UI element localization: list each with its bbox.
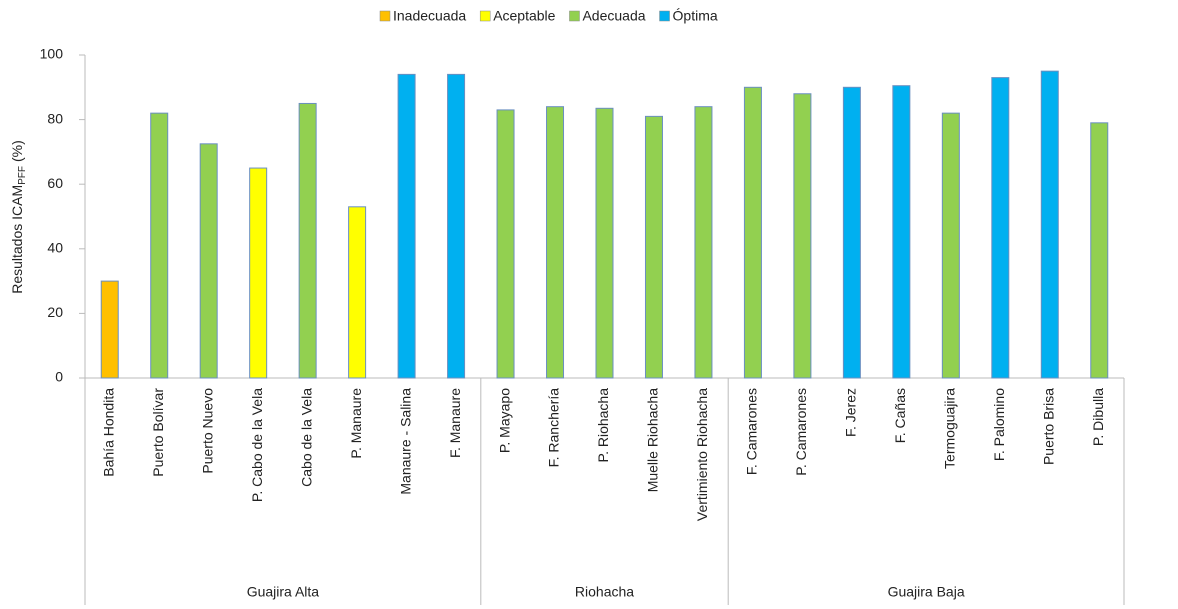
x-tick-label: Bahía Hondita [100, 388, 116, 477]
bar [298, 102, 317, 379]
bar [842, 86, 861, 379]
x-tick-label: Muelle Riohacha [645, 388, 661, 492]
y-tick-label: 40 [47, 240, 63, 256]
x-tick-label: F. Jerez [843, 388, 859, 437]
x-tick-label: P. Mayapo [496, 388, 512, 453]
bar [941, 112, 960, 379]
y-label-sub: PFF [17, 166, 28, 185]
legend-swatch [379, 10, 391, 22]
y-label-unit: (%) [9, 140, 25, 162]
group-label: Riohacha [575, 584, 634, 600]
bar [1090, 122, 1109, 379]
x-tick-label: P. Riohacha [595, 388, 611, 463]
y-tick-label: 20 [47, 304, 63, 320]
x-tick-label: Vertimiento Riohacha [694, 388, 710, 521]
bar [150, 112, 169, 379]
x-tick-label: P. Dibulla [1090, 388, 1106, 446]
legend-label: Adecuada [582, 8, 645, 24]
bar [991, 77, 1010, 379]
legend-label: Óptima [673, 8, 718, 24]
bar [397, 73, 416, 379]
bar [644, 115, 663, 379]
x-tick-label: Manaure - Salina [397, 388, 413, 495]
bar [199, 143, 218, 379]
bar [694, 106, 713, 379]
x-tick-label: Termoguajira [942, 388, 958, 469]
y-tick-label: 100 [40, 46, 64, 62]
x-tick-label: P. Manaure [348, 388, 364, 459]
x-tick-label: F. Palomino [991, 388, 1007, 461]
legend-swatch [479, 10, 491, 22]
x-tick-label: Puerto Bolívar [150, 388, 166, 477]
x-tick-label: F. Camarones [744, 388, 760, 475]
bar [743, 86, 762, 379]
legend-label: Inadecuada [393, 8, 466, 24]
x-tick-label: Puerto Brisa [1040, 388, 1056, 465]
x-tick-label: Cabo de la Vela [298, 388, 314, 487]
group-label: Guajira Baja [888, 584, 965, 600]
bar [1040, 70, 1059, 379]
x-tick-label: F. Cañas [892, 388, 908, 443]
y-tick-label: 60 [47, 175, 63, 191]
bar [100, 280, 119, 379]
bar [249, 167, 268, 379]
x-tick-label: F. Manaure [447, 388, 463, 458]
bar [793, 93, 812, 379]
bar [892, 85, 911, 379]
bar [348, 206, 367, 379]
y-label-main: Resultados ICAM [9, 185, 25, 294]
legend-label: Aceptable [493, 8, 555, 24]
y-tick-label: 0 [55, 369, 63, 385]
x-tick-label: P. Cabo de la Vela [249, 388, 265, 502]
x-tick-label: F. Ranchería [546, 388, 562, 468]
y-tick-label: 80 [47, 110, 63, 126]
y-axis-label: Resultados ICAMPFF (%) [9, 140, 28, 294]
group-label: Guajira Alta [247, 584, 320, 600]
legend-swatch [569, 10, 580, 22]
bar [546, 106, 565, 379]
x-tick-label: Puerto Nuevo [199, 388, 215, 474]
bar [447, 73, 466, 379]
x-tick-label: P. Camarones [793, 388, 809, 476]
legend-swatch [659, 10, 670, 22]
bar [595, 107, 614, 379]
bar [496, 109, 515, 379]
